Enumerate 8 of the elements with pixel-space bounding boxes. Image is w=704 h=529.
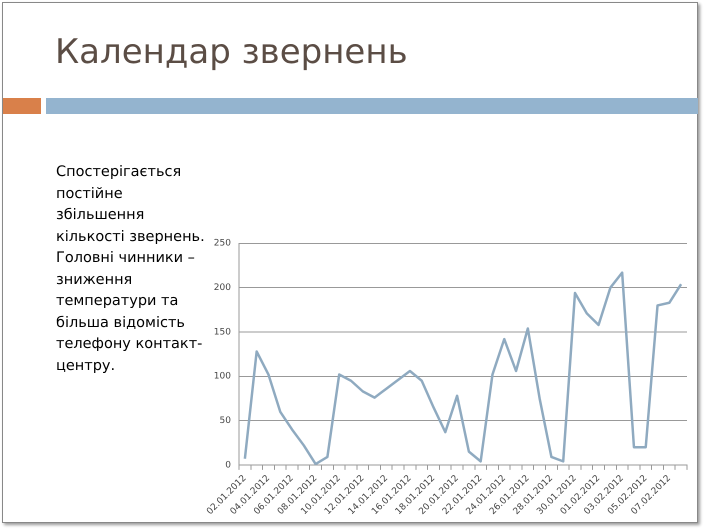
y-tick-label: 100 xyxy=(214,372,232,382)
y-tick-label: 200 xyxy=(214,283,232,294)
text: Спостерігається постійне збільшення кількості звернень. Головні чинники – зниження температури та більша відомість телефону контакт-центру. xyxy=(56,164,205,374)
y-tick-label: 0 xyxy=(225,460,232,470)
y-tick-label: 50 xyxy=(220,416,232,426)
y-tick-label: 250 xyxy=(214,238,232,249)
y-tick-label: 150 xyxy=(214,327,232,338)
chart-title: Календар звернень xyxy=(55,32,408,72)
